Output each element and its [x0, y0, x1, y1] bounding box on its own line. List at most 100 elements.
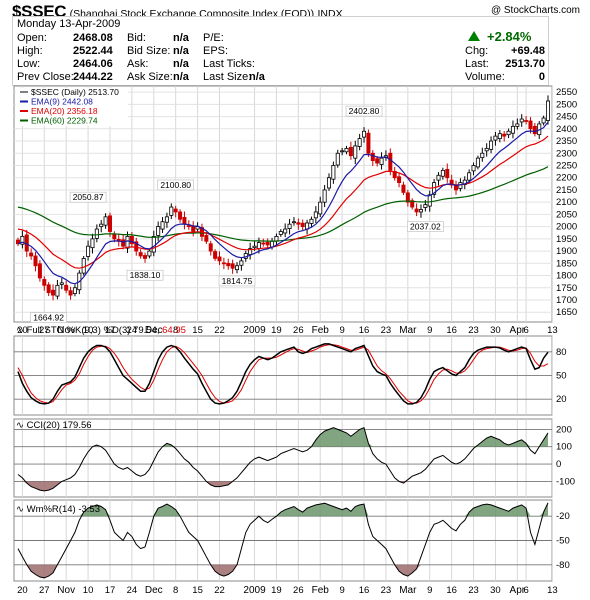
price-y-tick: 2100: [556, 197, 577, 208]
candle-body: [46, 284, 51, 294]
price-y-tick: 2300: [556, 148, 577, 159]
price-label-box: [218, 275, 256, 287]
candle-body: [125, 236, 130, 249]
candle-body: [445, 168, 450, 179]
candle-body: [112, 233, 117, 240]
candle-body: [454, 185, 459, 191]
candle-body: [160, 221, 165, 230]
candle-body: [107, 215, 112, 232]
candle-body: [502, 133, 507, 137]
bid-value: n/a: [173, 32, 189, 44]
low-label: Low:: [17, 58, 41, 70]
price-y-tick: 1900: [556, 246, 577, 257]
ask-label: Ask:: [127, 58, 149, 70]
price-label-box: [157, 179, 194, 191]
candle-body: [20, 236, 25, 245]
x-tick-label-bottom: 9: [427, 585, 432, 596]
candle-body: [497, 133, 502, 139]
open-label: Open:: [17, 32, 47, 44]
candle-body: [506, 130, 511, 136]
candle-body: [322, 189, 327, 203]
candle-body: [335, 152, 340, 166]
candle-body: [524, 120, 529, 122]
price-y-tick: 2350: [556, 136, 577, 147]
candle-body: [164, 216, 169, 223]
x-tick-label: Nov: [57, 325, 75, 336]
candle-body: [33, 255, 38, 267]
price-y-tick: 2200: [556, 173, 577, 184]
candle-body: [173, 208, 178, 213]
candle-body: [370, 152, 375, 161]
candle-body: [484, 147, 489, 152]
price-legend-entry: EMA(60) 2229.74: [31, 116, 98, 126]
candle-body: [138, 252, 143, 257]
x-tick-label: 6: [523, 325, 528, 336]
prev-close-value: 2444.22: [73, 71, 113, 83]
x-tick-label: 13: [547, 325, 558, 336]
quote-date: Monday 13-Apr-2009: [17, 18, 121, 30]
copyright-label: @ StockCharts.com: [490, 5, 580, 16]
candle-body: [397, 176, 402, 184]
candle-body: [515, 123, 520, 127]
candle-body: [423, 204, 428, 208]
candle-body: [357, 138, 362, 147]
candle-body: [129, 236, 134, 245]
sto-k-line: [17, 343, 549, 405]
candle-body: [103, 216, 108, 226]
x-tick-label: 16: [359, 325, 370, 336]
candle-body: [169, 206, 174, 216]
area-y-tick: -20: [556, 511, 570, 522]
candle-body: [340, 150, 345, 153]
x-tick-label-bottom: 9: [339, 585, 344, 596]
candle-body: [532, 125, 537, 135]
x-tick-label-bottom: 2009: [243, 585, 266, 596]
x-tick-label-bottom: 22: [214, 585, 225, 596]
x-tick-label-bottom: 27: [39, 585, 50, 596]
x-tick-label: 9: [339, 325, 344, 336]
x-tick-label-bottom: 16: [359, 585, 370, 596]
williams-legend: ∿ Wm%R(14) -3.53: [16, 504, 100, 515]
price-label-box: [407, 221, 444, 232]
x-tick-label-bottom: Apr: [510, 585, 526, 596]
candle-body: [344, 147, 349, 153]
price-label-box: [126, 269, 164, 281]
candle-body: [475, 157, 480, 168]
candle-body: [401, 184, 406, 193]
x-tick-label: Feb: [312, 325, 330, 336]
price-y-tick: 2150: [556, 185, 577, 196]
candle-body: [388, 152, 393, 171]
candle-body: [283, 228, 288, 234]
candle-body: [414, 208, 419, 213]
candle-body: [510, 125, 515, 134]
sto-y-tick: 50: [556, 371, 567, 382]
candle-body: [99, 223, 104, 228]
candle-body: [72, 287, 77, 295]
x-tick-label-bottom: Mar: [399, 585, 417, 596]
candle-body: [248, 248, 253, 255]
volume-label: Volume:: [465, 71, 505, 83]
x-tick-label: Apr: [510, 325, 526, 336]
x-tick-label-bottom: 15: [192, 585, 203, 596]
x-tick-label: 23: [381, 325, 392, 336]
price-label: 2050.87: [73, 192, 104, 202]
candle-body: [362, 130, 367, 138]
pe-label: P/E:: [203, 32, 224, 44]
x-tick-label: 9: [427, 325, 432, 336]
x-tick-label-bottom: 23: [468, 585, 479, 596]
volume-value: 0: [538, 71, 545, 83]
price-y-tick: 1950: [556, 234, 577, 245]
price-label: 1838.10: [130, 270, 161, 280]
candle-body: [86, 245, 91, 257]
area-y-tick: 200: [556, 424, 572, 435]
price-label: 1814.75: [222, 276, 253, 286]
x-tick-label: 20: [17, 325, 28, 336]
candle-body: [252, 245, 257, 249]
x-tick-label: 17: [105, 325, 116, 336]
x-tick-label: 15: [192, 325, 203, 336]
price-y-tick: 1800: [556, 271, 577, 282]
x-tick-label: Dec: [145, 325, 163, 336]
area-y-tick: 100: [556, 442, 572, 453]
x-tick-label-bottom: 17: [105, 585, 116, 596]
x-tick-label-bottom: 23: [381, 585, 392, 596]
